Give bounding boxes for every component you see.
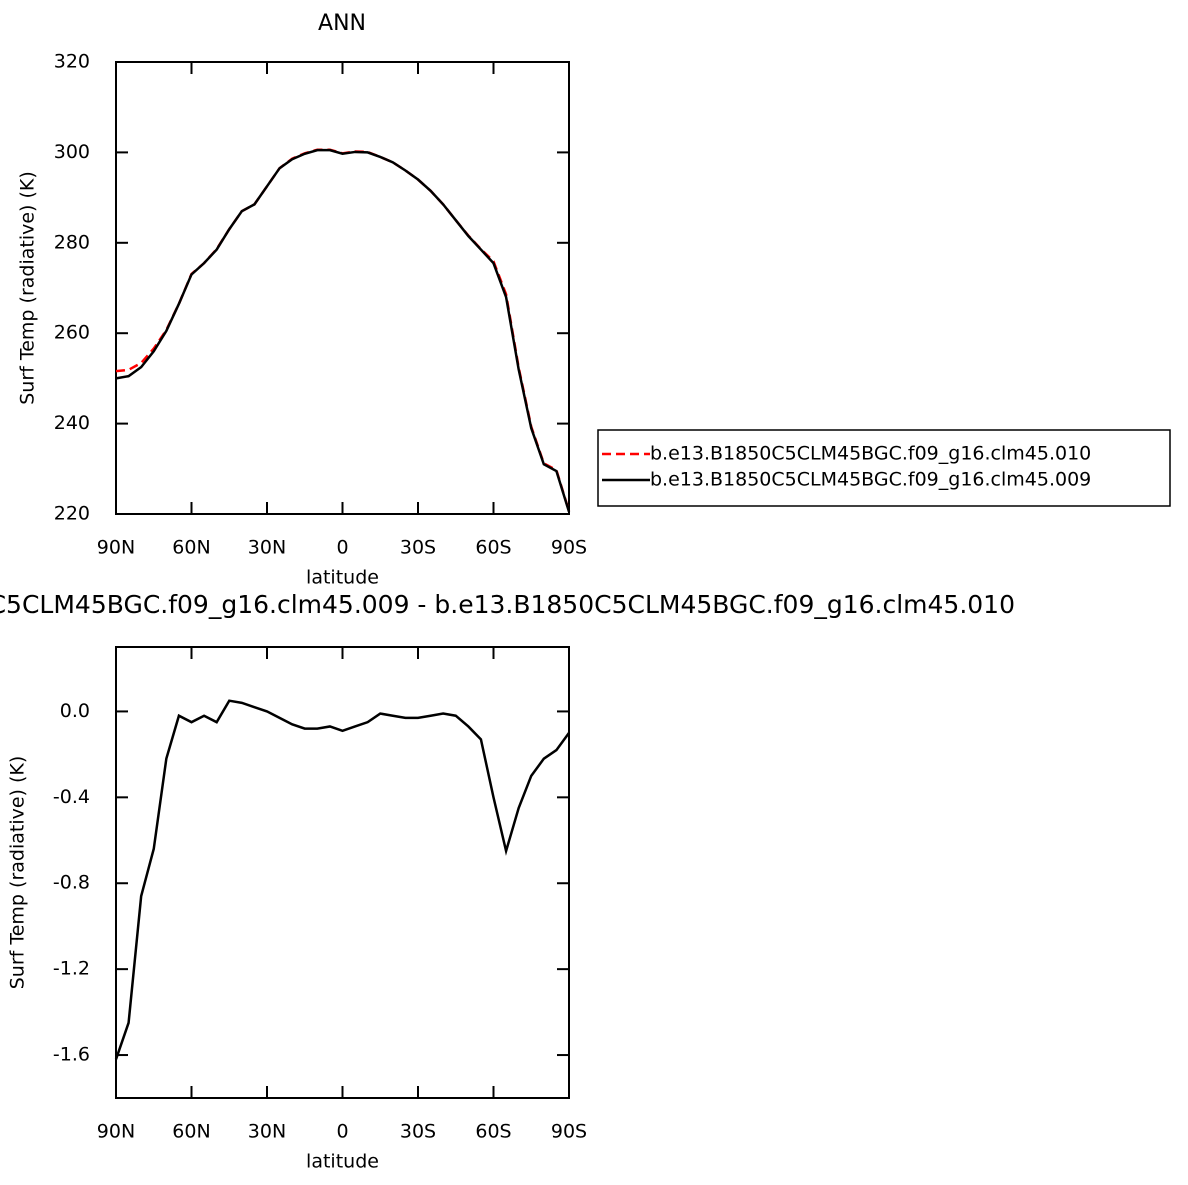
x-tick-label: 0 (336, 537, 348, 559)
y-axis-label: Surf Temp (radiative) (K) (17, 171, 39, 405)
x-tick-label: 60N (172, 537, 210, 559)
x-tick-label: 90N (97, 1121, 135, 1143)
y-tick-label: 0.0 (60, 700, 90, 722)
y-axis-label: Surf Temp (radiative) (K) (7, 756, 29, 990)
y-tick-label: 300 (54, 141, 90, 163)
x-tick-label: 90S (551, 1121, 587, 1143)
line (115, 148, 571, 513)
y-tick-label: 260 (54, 322, 90, 344)
x-tick-label: 60S (475, 537, 511, 559)
plot-frame (115, 646, 570, 1099)
y-tick-label: 320 (54, 51, 90, 73)
line (114, 699, 571, 1060)
y-tick-label: -1.2 (53, 958, 90, 980)
x-tick-label: 30S (400, 1121, 436, 1143)
y-tick-label: -1.6 (53, 1044, 90, 1066)
y-tick-label: 240 (54, 412, 90, 434)
legend-label: b.e13.B1850C5CLM45BGC.f09_g16.clm45.009 (650, 469, 1091, 491)
x-tick-label: 60N (172, 1121, 210, 1143)
legend-label: b.e13.B1850C5CLM45BGC.f09_g16.clm45.010 (650, 443, 1091, 465)
x-tick-label: 30S (400, 537, 436, 559)
x-tick-label: 90N (97, 537, 135, 559)
x-tick-label: 30N (248, 537, 286, 559)
x-axis-label: latitude (306, 1151, 379, 1173)
x-tick-label: 90S (551, 537, 587, 559)
chart-title: b.e13.B1850C5CLM45BGC.f09_g16.clm45.009 … (0, 590, 1015, 619)
y-tick-label: -0.4 (53, 786, 90, 808)
y-tick-label: -0.8 (53, 872, 90, 894)
line (115, 148, 571, 512)
x-tick-label: 60S (475, 1121, 511, 1143)
y-tick-label: 280 (54, 231, 90, 253)
x-tick-label: 0 (336, 1121, 348, 1143)
x-tick-label: 30N (248, 1121, 286, 1143)
plot-frame (115, 61, 570, 515)
legend-box (597, 429, 1171, 507)
chart-title: ANN (318, 11, 366, 36)
y-tick-label: 220 (54, 503, 90, 525)
x-axis-label: latitude (306, 567, 379, 589)
